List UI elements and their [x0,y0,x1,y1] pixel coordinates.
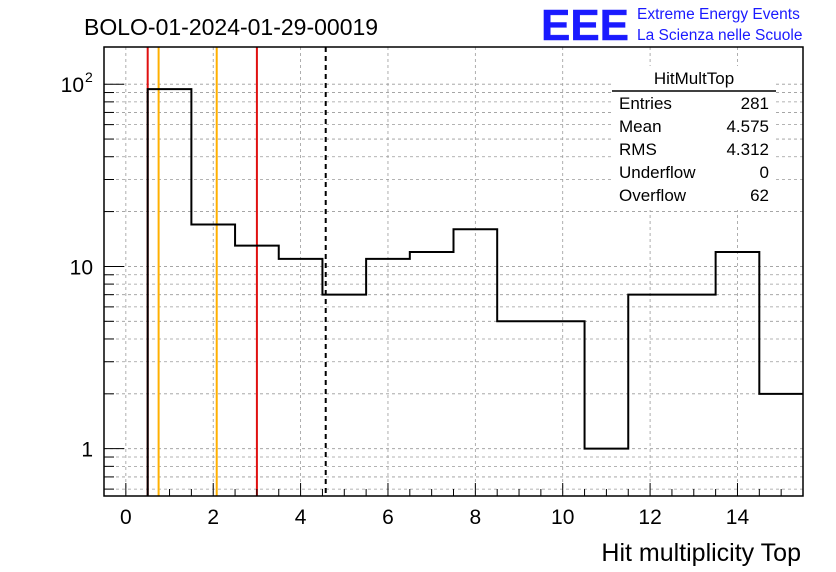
histogram-bin-12 [672,295,716,496]
run-title: BOLO-01-2024-01-29-00019 [84,14,378,40]
x-tick-label-2: 4 [295,506,307,529]
y-tick-label-0: 1 [81,439,93,462]
stats-label-entries: Entries [619,94,672,113]
y-tick-exponent-2: 2 [85,69,93,85]
x-axis: 0 2 4 6 8 10 12 14 [103,483,782,529]
histogram-outline [146,88,803,496]
x-tick-label-3: 6 [382,506,394,529]
histogram-bin-7 [454,229,498,496]
stats-label-mean: Mean [619,117,662,136]
x-tick-label-6: 12 [638,506,661,529]
histogram-bin-5 [366,259,410,496]
histogram-bin-11 [628,295,672,496]
histogram-bars [146,88,803,496]
x-tick-label-1: 2 [207,506,219,529]
stats-label-rms: RMS [619,140,657,159]
histogram-bin-4 [322,295,366,496]
histogram-bin-1 [191,224,235,496]
stats-box: HitMultTop Entries 281 Mean 4.575 RMS 4.… [612,66,776,210]
x-tick-label-0: 0 [120,506,132,529]
stats-title: HitMultTop [654,69,734,88]
histogram-bin-6 [410,252,454,496]
histogram-bin-14 [759,394,803,496]
stats-value-overflow: 62 [750,186,769,205]
histogram-bin-10 [585,449,629,496]
stats-value-entries: 281 [741,94,769,113]
x-axis-label: Hit multiplicity Top [601,539,801,567]
eee-logo: EEE [541,1,629,50]
stats-label-overflow: Overflow [619,186,687,205]
logo-line-2: La Scienza nelle Scuole [637,27,802,44]
histogram-bin-3 [279,259,323,496]
histogram-bin-9 [541,321,585,496]
histogram-bin-0 [148,89,192,496]
histogram-bin-13 [716,252,760,496]
stats-value-mean: 4.575 [726,117,769,136]
logo-line-1: Extreme Energy Events [637,6,800,23]
stats-value-rms: 4.312 [726,140,769,159]
stats-value-underflow: 0 [760,163,769,182]
histogram-bin-2 [235,246,279,496]
stats-box-background [612,66,776,210]
x-tick-label-4: 8 [470,506,482,529]
stats-label-underflow: Underflow [619,163,696,182]
histogram-bin-8 [497,321,541,496]
y-tick-label-2: 10 [61,74,84,97]
y-tick-label-1: 10 [70,256,93,279]
x-tick-label-7: 14 [726,506,750,529]
x-tick-label-5: 10 [551,506,574,529]
